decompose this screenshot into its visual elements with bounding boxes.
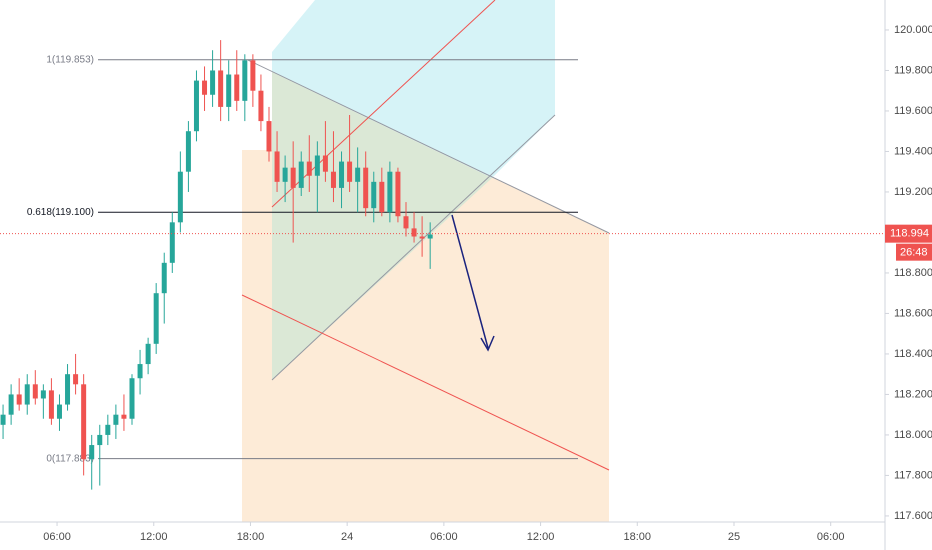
x-tick-label: 12:00 xyxy=(140,531,168,543)
x-tick-label: 18:00 xyxy=(624,531,652,543)
countdown-label: 26:48 xyxy=(900,247,928,259)
drawings xyxy=(241,0,610,522)
y-tick-label: 117.800 xyxy=(894,469,932,481)
candle-body xyxy=(161,262,167,294)
channel-line xyxy=(241,294,610,471)
x-tick-label: 06:00 xyxy=(430,531,458,543)
y-tick-label: 119.400 xyxy=(894,145,932,157)
candle-body xyxy=(411,228,417,237)
x-tick-label: 06:00 xyxy=(817,531,845,543)
candle-body xyxy=(97,434,103,446)
candle-body xyxy=(153,293,159,344)
candle-body xyxy=(395,171,401,217)
y-tick-label: 118.000 xyxy=(894,429,932,441)
candle-body xyxy=(419,236,425,239)
candle-body xyxy=(40,390,46,399)
candle-body xyxy=(371,181,377,209)
candle-body xyxy=(24,384,30,405)
x-tick-label: 12:00 xyxy=(527,531,555,543)
price-tag xyxy=(885,224,932,243)
price-label: 118.994 xyxy=(890,228,929,240)
candle-body xyxy=(306,161,312,176)
candle-body xyxy=(379,181,385,213)
y-tick-label: 119.800 xyxy=(894,64,932,76)
candle-body xyxy=(427,234,433,239)
trend-line xyxy=(247,59,610,234)
fib-levels: 1(119.853) 0.618(119.100) 0(117.883) xyxy=(27,54,578,464)
candle-body xyxy=(363,167,369,209)
y-tick-label: 119.600 xyxy=(894,105,932,117)
fib-label: 0.618(119.100) xyxy=(27,207,94,218)
candle-body xyxy=(250,60,256,91)
candle-body xyxy=(226,74,232,107)
candle-body xyxy=(266,121,272,152)
y-tick-label: 118.400 xyxy=(894,348,932,360)
candle-body xyxy=(322,155,328,172)
candle-body xyxy=(169,222,175,263)
candle-body xyxy=(137,364,143,379)
y-tick-label: 118.200 xyxy=(894,388,932,400)
x-tick-label: 06:00 xyxy=(43,531,71,543)
candle-body xyxy=(403,216,409,229)
candle-body xyxy=(145,343,151,365)
candle-body xyxy=(121,414,127,419)
candle-body xyxy=(258,90,264,122)
candle-body xyxy=(129,378,135,419)
candle-body xyxy=(347,161,353,182)
arrow-head xyxy=(480,335,495,352)
candle-body xyxy=(81,384,87,460)
candle-body xyxy=(65,374,71,405)
countdown-tag xyxy=(896,243,932,261)
channel-line xyxy=(271,114,556,381)
candle-body xyxy=(274,151,280,182)
candle-body xyxy=(242,60,248,101)
candle-body xyxy=(330,171,336,188)
candle-body xyxy=(387,171,393,213)
x-tick-label: 25 xyxy=(728,531,740,543)
x-tick-label: 24 xyxy=(341,531,353,543)
y-tick-label: 118.800 xyxy=(894,267,932,279)
y-tick-label: 119.200 xyxy=(894,186,932,198)
candle-body xyxy=(202,80,208,95)
candle-body xyxy=(8,394,14,415)
x-tick-label: 18:00 xyxy=(237,531,265,543)
arrow xyxy=(451,214,489,349)
candle-body xyxy=(282,167,288,182)
candle-body xyxy=(113,414,119,425)
target-zone xyxy=(272,0,555,178)
candle-body xyxy=(56,404,62,419)
triangle-zone xyxy=(272,72,492,380)
candle-body xyxy=(32,384,38,399)
candle-body xyxy=(290,167,296,188)
candle-body xyxy=(218,70,224,107)
candle-body xyxy=(48,390,54,419)
candle-body xyxy=(314,155,320,176)
fib-label: 1(119.853) xyxy=(46,54,94,65)
candle-body xyxy=(355,167,361,182)
y-tick-label: 118.600 xyxy=(894,307,932,319)
candle-body xyxy=(89,445,95,460)
candle-body xyxy=(73,374,79,385)
candle-body xyxy=(339,161,345,188)
candle-body xyxy=(177,171,183,223)
candle-body xyxy=(298,161,304,188)
candle-body xyxy=(185,131,191,172)
y-tick-label: 120.000 xyxy=(894,24,932,36)
candle-body xyxy=(193,80,199,132)
candles xyxy=(0,40,433,490)
candle-body xyxy=(210,70,216,95)
candle-body xyxy=(105,424,111,435)
candle-body xyxy=(0,414,6,425)
candle-body xyxy=(234,74,240,101)
candle-body xyxy=(16,394,22,405)
fib-label: 0(117.883) xyxy=(46,453,94,464)
y-tick-label: 117.600 xyxy=(894,510,932,522)
